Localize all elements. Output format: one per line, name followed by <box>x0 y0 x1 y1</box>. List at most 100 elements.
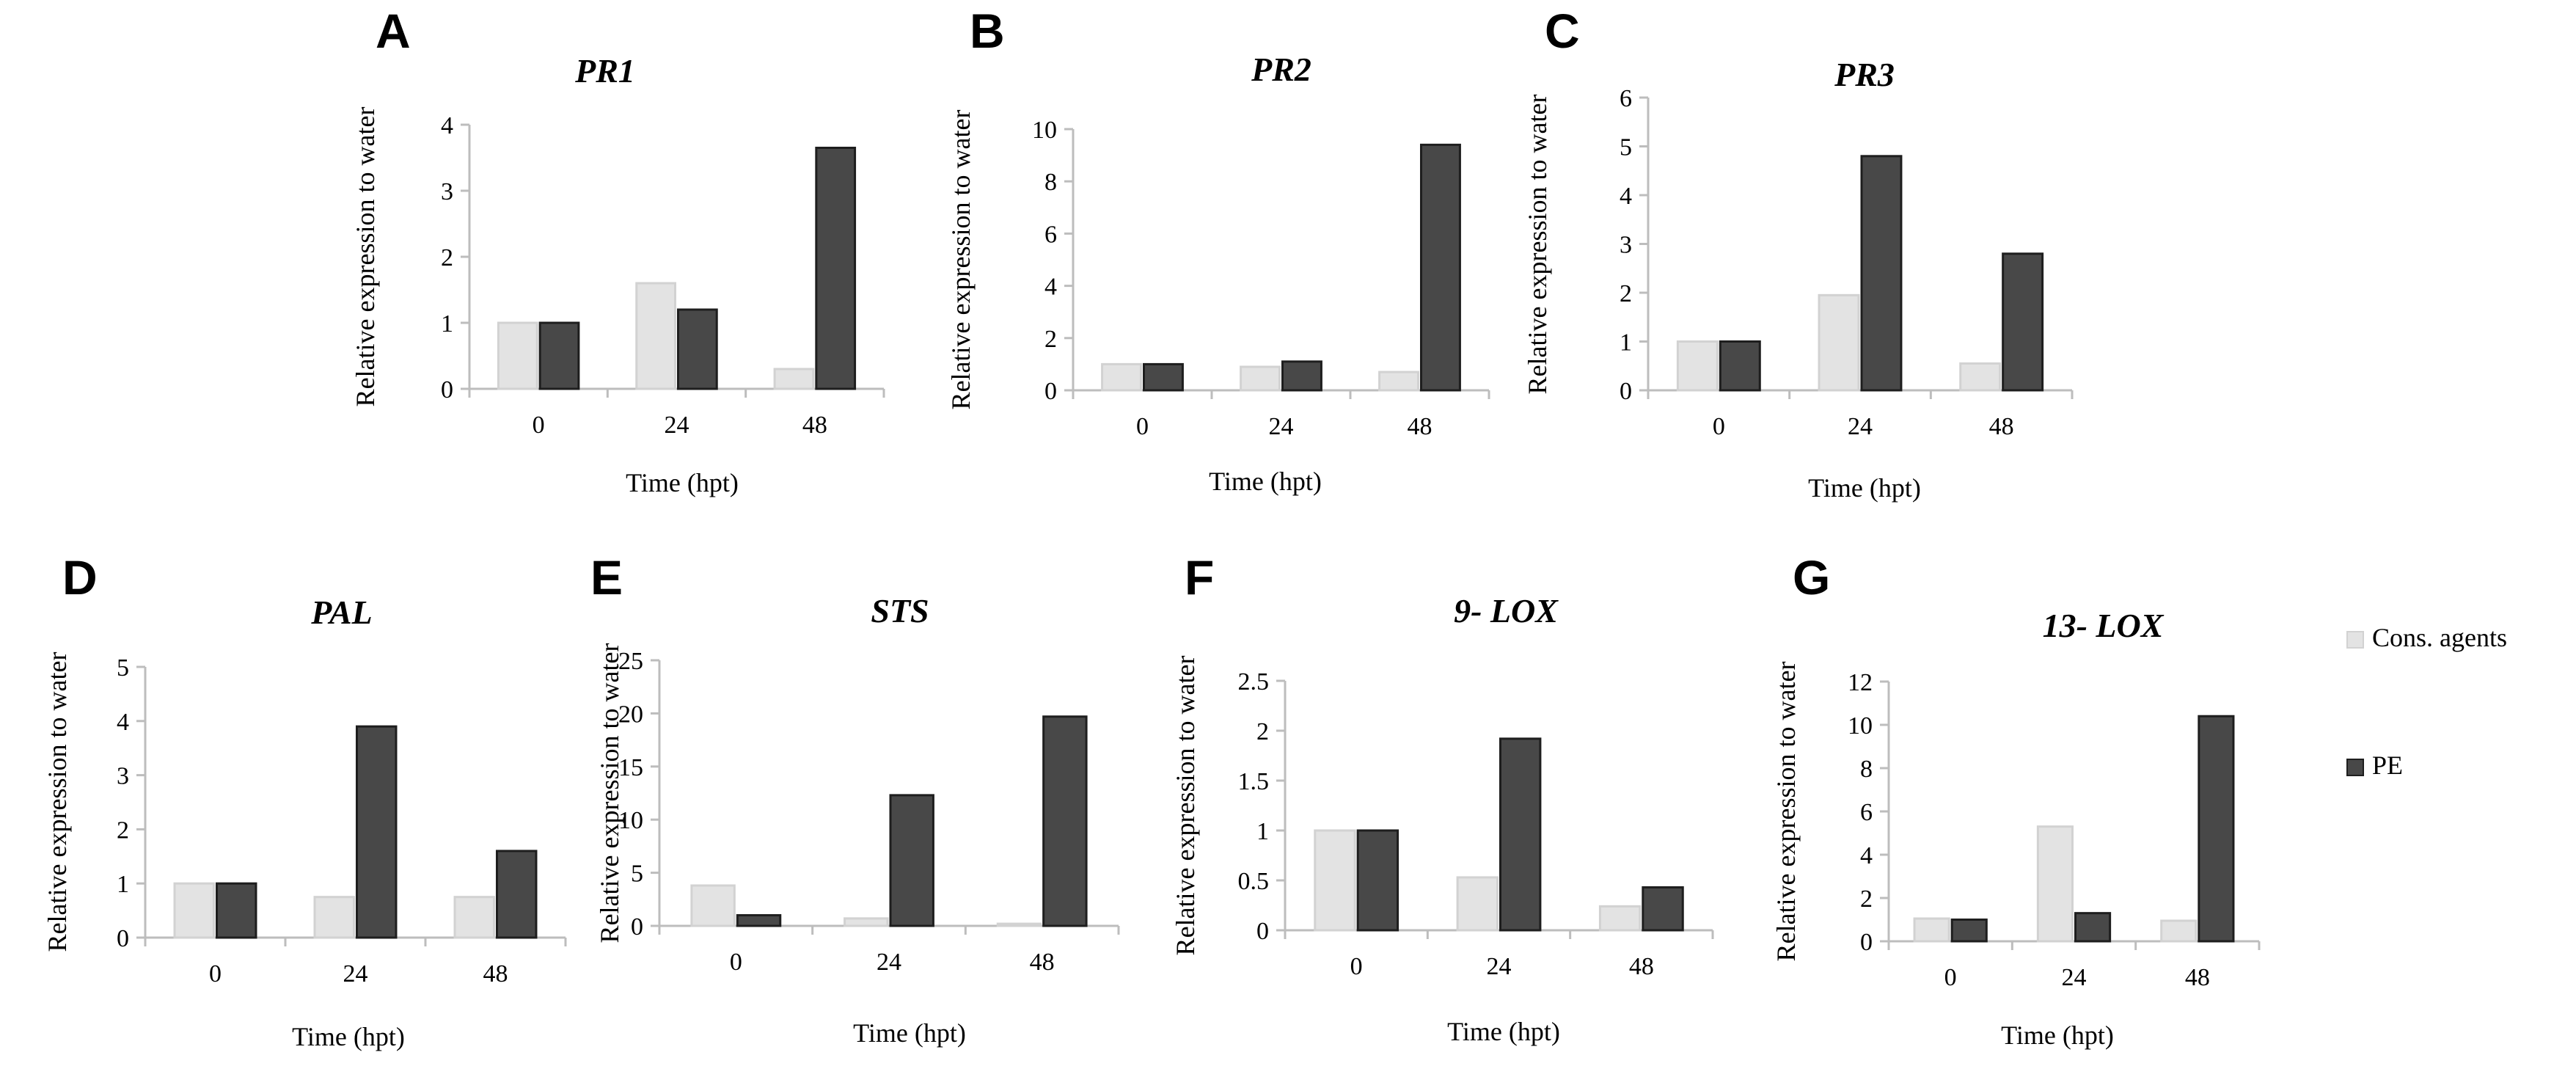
y-axis-label: Relative expression to water <box>1771 662 1801 962</box>
bar-cons-agents-0 <box>690 884 736 927</box>
bar-pe-48 <box>1642 886 1684 932</box>
x-tick-label: 48 <box>2185 964 2210 991</box>
y-axis-label: Relative expression to water <box>1523 95 1552 395</box>
bar-pe-24 <box>677 308 718 390</box>
x-tick-label: 48 <box>1030 949 1055 976</box>
y-tick-label: 4 <box>441 112 453 139</box>
panel-letter: G <box>1793 550 1830 605</box>
y-tick-label: 1 <box>1620 329 1632 357</box>
bar-pe-0 <box>538 321 580 390</box>
x-tick-label: 0 <box>1944 964 1957 991</box>
x-tick-label: 0 <box>209 960 222 987</box>
bar-pe-24 <box>2074 912 2112 943</box>
x-tick-label: 48 <box>1629 953 1654 980</box>
bar-pe-48 <box>496 850 538 939</box>
y-axis-label: Relative expression to water <box>351 107 380 407</box>
y-tick-label: 3 <box>441 178 453 205</box>
x-tick-label: 48 <box>483 960 508 987</box>
bar-cons-agents-24 <box>313 896 355 939</box>
y-tick-label: 0.5 <box>1238 868 1270 895</box>
bar-cons-agents-24 <box>635 282 676 390</box>
x-tick-label: 0 <box>1713 413 1725 440</box>
y-tick-label: 1 <box>1256 818 1269 845</box>
y-tick-label: 10 <box>1848 712 1873 740</box>
chart-title: 13- LOX <box>2043 607 2165 644</box>
bar-pe-0 <box>1143 362 1184 392</box>
bar-pe-0 <box>216 882 257 939</box>
panel-letter: B <box>970 4 1005 58</box>
bar-pe-0 <box>1356 829 1399 932</box>
y-tick-label: 1 <box>117 871 129 898</box>
y-tick-label: 3 <box>1620 232 1632 259</box>
x-tick-label: 0 <box>1350 953 1363 980</box>
x-tick-label: 48 <box>1408 413 1432 440</box>
y-axis-label: Relative expression to water <box>1171 656 1200 956</box>
chart-title: PR2 <box>1251 51 1311 88</box>
legend-label: Cons. agents <box>2372 623 2507 652</box>
y-tick-label: 10 <box>618 807 643 834</box>
y-tick-label: 4 <box>117 709 129 736</box>
y-tick-label: 10 <box>1032 117 1057 144</box>
x-axis-label: Time (hpt) <box>2001 1021 2114 1050</box>
bar-cons-agents-24 <box>844 917 889 927</box>
y-tick-label: 4 <box>1620 183 1632 210</box>
bar-pe-48 <box>1420 143 1461 392</box>
legend-swatch-cons-agents <box>2346 631 2364 649</box>
bar-cons-agents-0 <box>1314 829 1356 932</box>
y-tick-label: 0 <box>1620 378 1632 405</box>
bar-pe-24 <box>1281 360 1322 392</box>
y-tick-label: 6 <box>1620 85 1632 112</box>
y-axis-label: Relative expression to water <box>946 110 976 410</box>
chart-panel-e: E STS 0 5 10 15 20 25 0 24 48 Time (hpt) Relative ex… <box>590 550 1120 1048</box>
bar-cons-agents-24 <box>1818 293 1860 392</box>
y-tick-label: 4 <box>1044 274 1057 301</box>
x-tick-label: 24 <box>343 960 368 987</box>
y-tick-label: 0 <box>631 913 643 941</box>
bar-pe-48 <box>2002 252 2044 392</box>
legend-swatch-pe <box>2346 759 2364 776</box>
y-tick-label: 5 <box>631 861 643 888</box>
bar-pe-24 <box>356 725 398 939</box>
x-axis-label: Time (hpt) <box>1808 473 1921 503</box>
bar-cons-agents-0 <box>1913 917 1950 943</box>
bar-pe-48 <box>815 147 857 390</box>
bar-pe-48 <box>2198 715 2235 943</box>
bar-cons-agents-48 <box>1598 905 1642 932</box>
bar-pe-24 <box>889 794 934 927</box>
legend: Cons. agents PE <box>2346 623 2507 780</box>
y-tick-label: 2.5 <box>1238 668 1270 696</box>
y-tick-label: 20 <box>618 701 643 728</box>
bar-cons-agents-48 <box>2160 919 2198 943</box>
x-tick-label: 0 <box>730 949 742 976</box>
bar-cons-agents-48 <box>1959 362 2002 392</box>
y-tick-label: 2 <box>441 244 453 271</box>
x-tick-label: 24 <box>1487 953 1512 980</box>
chart-title: PAL <box>310 594 372 631</box>
legend-label: PE <box>2372 751 2403 780</box>
bar-pe-48 <box>1042 715 1088 927</box>
y-tick-label: 2 <box>117 817 129 844</box>
y-tick-label: 6 <box>1044 221 1057 248</box>
x-tick-label: 0 <box>1136 413 1149 440</box>
chart-panel-c: C PR3 0 1 2 3 4 5 6 0 24 48 Time (hpt) Relative expre… <box>1523 4 2074 503</box>
bar-cons-agents-24 <box>2036 825 2074 943</box>
y-axis-label: Relative expression to water <box>595 643 624 943</box>
bar-cons-agents-0 <box>173 882 216 939</box>
x-tick-label: 24 <box>1848 413 1873 440</box>
bar-cons-agents-0 <box>1676 340 1719 392</box>
y-tick-label: 3 <box>117 763 129 790</box>
y-tick-label: 1.5 <box>1238 768 1270 795</box>
y-tick-label: 0 <box>117 925 129 952</box>
y-tick-label: 2 <box>1256 718 1269 745</box>
panel-letter: C <box>1545 4 1580 58</box>
x-tick-label: 24 <box>877 949 901 976</box>
bar-cons-agents-48 <box>453 896 496 939</box>
y-tick-label: 0 <box>1044 378 1057 405</box>
y-tick-label: 25 <box>618 648 643 675</box>
chart-title: PR1 <box>574 52 635 90</box>
bar-cons-agents-48 <box>773 368 815 390</box>
x-tick-label: 0 <box>533 412 545 439</box>
